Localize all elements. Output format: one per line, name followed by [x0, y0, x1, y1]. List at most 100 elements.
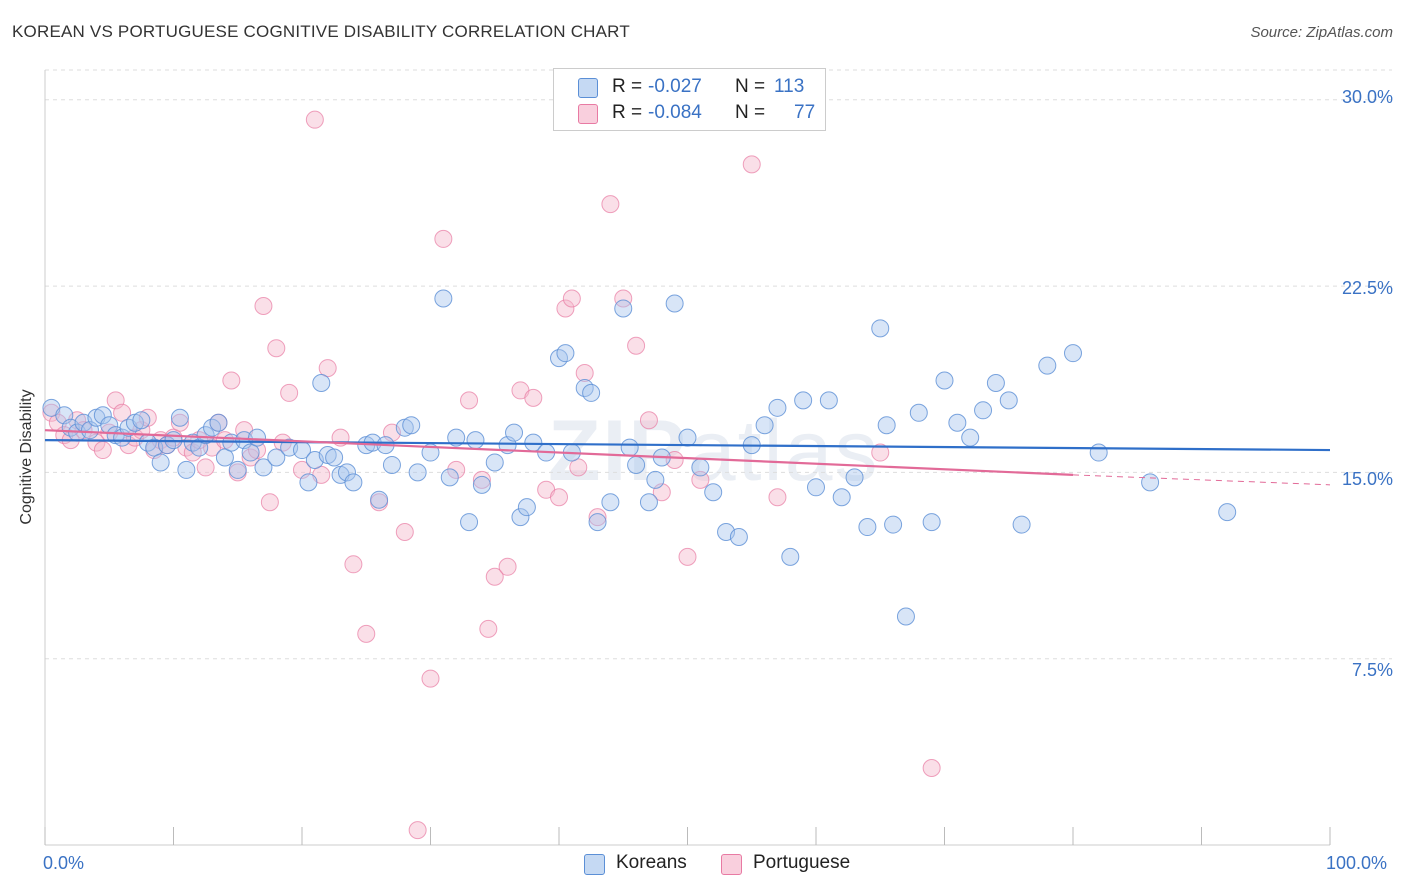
korean-point [678, 428, 697, 447]
korean-point [704, 483, 723, 502]
portuguese-point [575, 364, 594, 383]
korean-point [209, 413, 228, 432]
portuguese-swatch [578, 104, 598, 124]
korean-point [948, 413, 967, 432]
y-tick-15: 15.0% [1341, 469, 1393, 489]
korean-point [196, 426, 215, 445]
portuguese-point [569, 458, 588, 477]
korean-point [408, 463, 427, 482]
korean-point [254, 458, 273, 477]
bottom-portuguese-swatch [721, 854, 742, 875]
stats-legend: R = -0.027 N = 113 R = -0.084 N = 77 [553, 68, 826, 131]
portuguese-point [260, 493, 279, 512]
portuguese-point [357, 624, 376, 643]
korean-point [614, 299, 633, 318]
korean-point [935, 371, 954, 390]
portuguese-point [280, 383, 299, 402]
korean-point [986, 373, 1005, 392]
portuguese-point [434, 229, 453, 248]
koreans-r-label: R = [612, 76, 643, 97]
korean-point [755, 416, 774, 435]
korean-point [132, 411, 151, 430]
koreans-n-value: 113 [774, 76, 805, 97]
korean-point [151, 453, 170, 472]
portuguese-point [614, 289, 633, 308]
korean-point [1038, 356, 1057, 375]
korean-point [877, 416, 896, 435]
portuguese-point [556, 299, 575, 318]
portuguese-point [447, 460, 466, 479]
portuguese-point [742, 155, 761, 174]
portuguese-point [485, 567, 504, 586]
korean-point [248, 428, 267, 447]
portuguese-point [305, 110, 324, 129]
korean-point [974, 401, 993, 420]
korean-point [312, 373, 331, 392]
portuguese-point [408, 821, 427, 840]
korean-point [93, 406, 112, 425]
korean-point [871, 319, 890, 338]
portuguese-point [627, 336, 646, 355]
korean-point [434, 289, 453, 308]
korean-point [781, 547, 800, 566]
bottom-koreans-swatch [584, 854, 605, 875]
korean-point [922, 513, 941, 532]
korean-point [1218, 503, 1237, 522]
korean-point [1089, 443, 1108, 462]
y-tick-22-5: 22.5% [1341, 278, 1393, 298]
portuguese-r-label: R = [612, 102, 643, 123]
korean-point [460, 513, 479, 532]
portuguese-point [170, 413, 189, 432]
trend-lines [44, 429, 1331, 486]
korean-point [582, 383, 601, 402]
korean-point [819, 391, 838, 410]
korean-point [177, 460, 196, 479]
chart-title: KOREAN VS PORTUGUESE COGNITIVE DISABILIT… [12, 22, 630, 41]
koreans-trend-line [44, 439, 1331, 452]
portuguese-point [113, 403, 132, 422]
korean-point [440, 468, 459, 487]
portuguese-point [922, 758, 941, 777]
portuguese-r-value: -0.084 [648, 102, 702, 123]
korean-point [485, 453, 504, 472]
portuguese-point [768, 488, 787, 507]
bottom-portuguese-label: Portuguese [753, 852, 851, 873]
korean-point [170, 408, 189, 427]
korean-point [472, 475, 491, 494]
portuguese-point [588, 508, 607, 527]
korean-point [344, 473, 363, 492]
portuguese-point [222, 371, 241, 390]
portuguese-point [472, 470, 491, 489]
korean-point [382, 455, 401, 474]
korean-point [215, 448, 234, 467]
portuguese-point [479, 619, 498, 638]
korean-point [832, 488, 851, 507]
portuguese-point [267, 339, 286, 358]
korean-point [402, 416, 421, 435]
korean-point [228, 460, 247, 479]
korean-point [620, 438, 639, 457]
portuguese-point [196, 458, 215, 477]
y-tick-7-5: 7.5% [1351, 660, 1393, 680]
portuguese-point [93, 441, 112, 460]
portuguese-point [871, 443, 890, 462]
korean-point [601, 493, 620, 512]
x-tick-min: 0.0% [43, 853, 85, 873]
korean-point [505, 423, 524, 442]
korean-point [517, 498, 536, 517]
korean-point [370, 490, 389, 509]
korean-point [325, 448, 344, 467]
portuguese-point [524, 388, 543, 407]
korean-point [337, 463, 356, 482]
portuguese-point [550, 488, 568, 507]
korean-point [884, 515, 903, 534]
korean-point [646, 470, 665, 489]
portuguese-n-label: N = [735, 102, 766, 123]
korean-point [267, 448, 286, 467]
korean-point [768, 398, 787, 417]
korean-point [896, 607, 915, 626]
portuguese-point [421, 669, 440, 688]
portuguese-point [691, 470, 710, 489]
koreans-swatch [578, 78, 598, 98]
portuguese-point [344, 555, 363, 574]
